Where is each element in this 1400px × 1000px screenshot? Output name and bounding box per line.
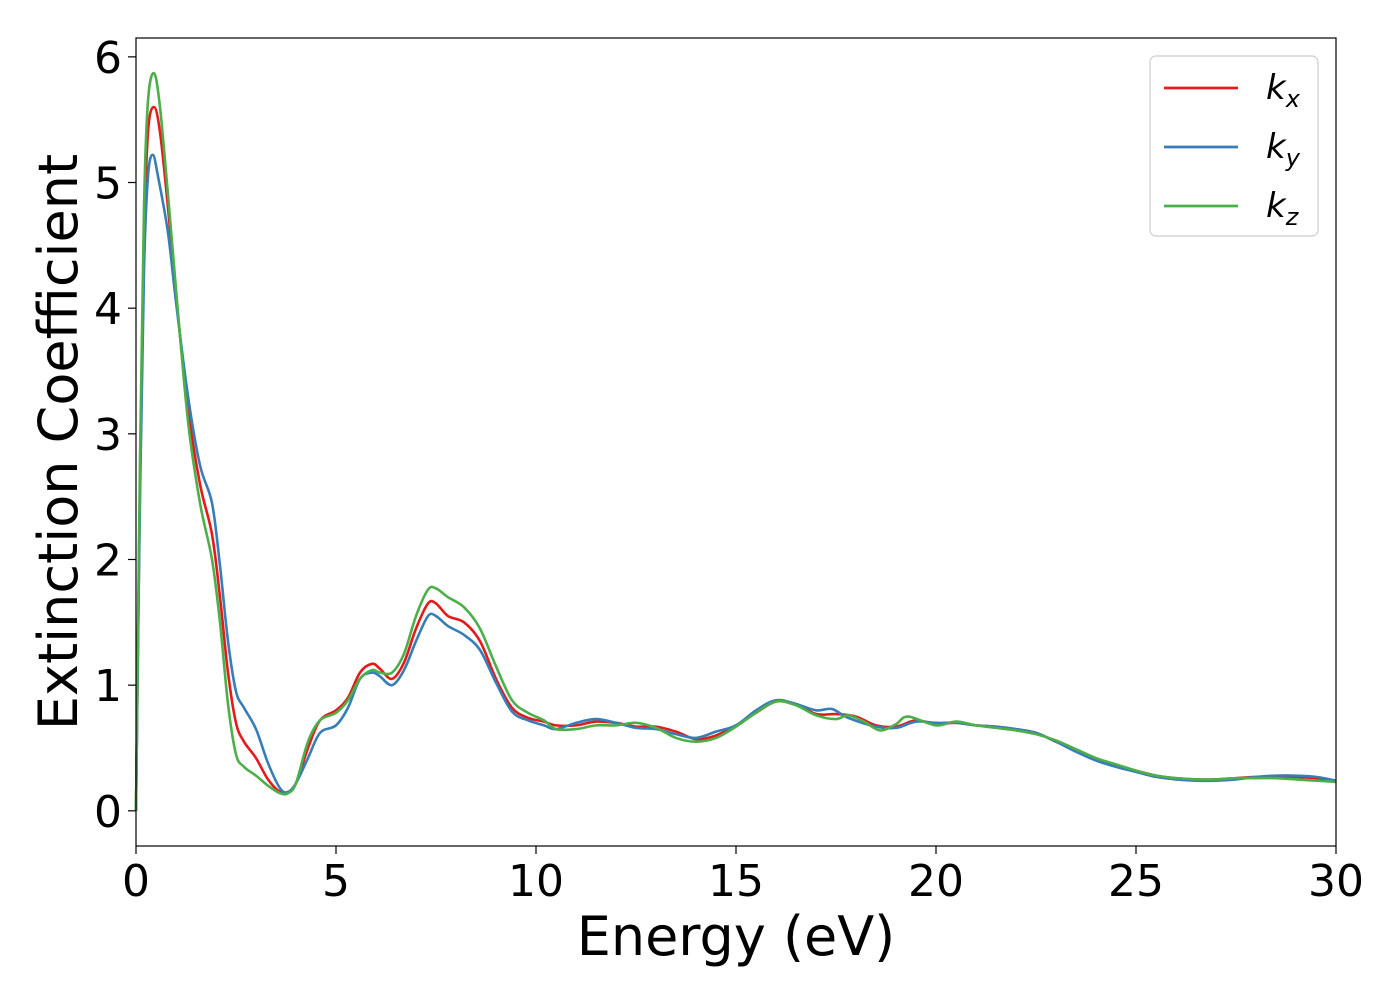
x-tick-label: 5	[322, 856, 350, 907]
x-axis-title: Energy (eV)	[577, 905, 896, 968]
x-tick-label: 10	[508, 856, 564, 907]
x-tick-label: 0	[122, 856, 150, 907]
y-tick-label: 0	[94, 787, 122, 838]
x-tick-label: 25	[1108, 856, 1164, 907]
y-axis-title: Extinction Coefficient	[27, 154, 90, 730]
y-tick-label: 4	[94, 284, 122, 335]
x-tick-label: 15	[708, 856, 764, 907]
series-group	[134, 71, 1337, 811]
x-axis: 0 5 10 15 20 25 30	[122, 846, 1364, 907]
series-line-y	[134, 153, 1337, 811]
y-tick-label: 2	[94, 535, 122, 586]
y-tick-label: 1	[94, 661, 122, 712]
y-tick-label: 3	[94, 410, 122, 461]
y-tick-label: 5	[94, 159, 122, 210]
x-tick-label: 20	[908, 856, 964, 907]
y-axis: 0 1 2 3 4 5 6	[94, 33, 136, 838]
series-line-z	[134, 71, 1337, 811]
y-tick-label: 6	[94, 33, 122, 84]
x-tick-label: 30	[1308, 856, 1364, 907]
